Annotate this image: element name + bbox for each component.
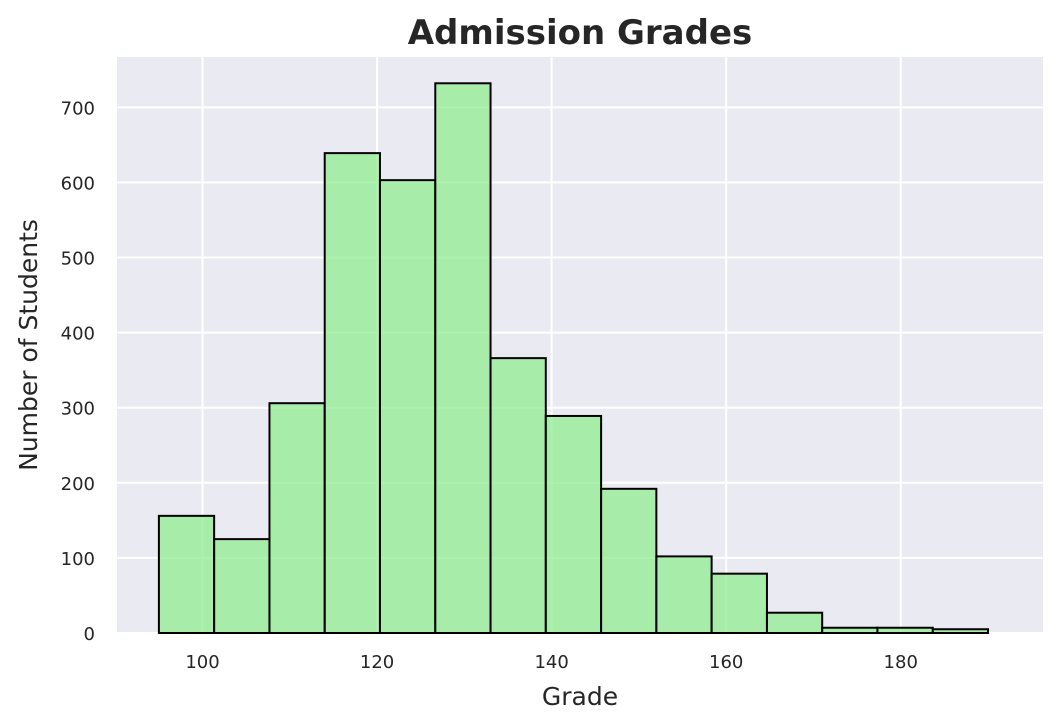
x-axis-ticks: 100 120 140 160 180 [185,652,918,673]
y-tick-label: 0 [84,624,95,645]
y-axis-ticks: 0 100 200 300 400 500 600 700 [61,98,95,645]
y-tick-label: 200 [61,474,95,495]
y-tick-label: 700 [61,98,95,119]
histogram-bar [710,572,768,634]
histogram-bar [655,555,713,635]
histogram-bar [821,626,879,635]
chart-title: Admission Grades [408,13,753,53]
y-tick-label: 500 [61,249,95,270]
x-tick-label: 100 [185,652,219,673]
y-axis-label: Number of Students [14,219,43,471]
y-tick-label: 400 [61,324,95,345]
x-axis-label: Grade [542,682,618,711]
x-tick-label: 180 [884,652,918,673]
histogram-bar [157,514,216,635]
x-tick-label: 140 [534,652,568,673]
histogram-bar [213,538,271,634]
histogram-bar [323,152,381,635]
histogram-bar [544,414,603,634]
histogram-bar [434,82,492,634]
histogram-bar [600,487,658,634]
histogram-bar [876,626,934,635]
y-tick-label: 100 [61,549,95,570]
histogram-bar [378,179,437,634]
histogram-bar [489,357,547,634]
histogram-bar [268,402,326,634]
y-tick-label: 300 [61,399,95,420]
y-tick-label: 600 [61,173,95,194]
histogram-bars [157,82,990,635]
histogram-bar [931,628,990,635]
x-tick-label: 160 [709,652,743,673]
histogram-bar [765,611,824,634]
x-tick-label: 120 [360,652,394,673]
